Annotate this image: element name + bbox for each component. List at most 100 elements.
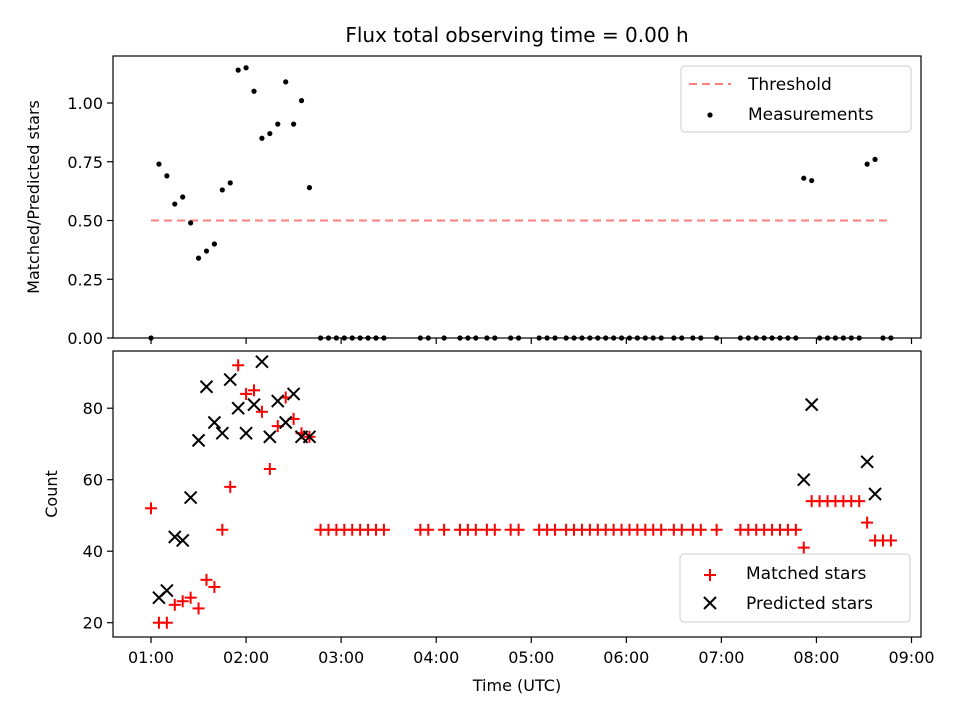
- predicted-star-point: [302, 430, 317, 444]
- top-y-tick-label: 0.50: [67, 212, 103, 231]
- bottom-legend: Matched stars Predicted stars: [679, 553, 911, 623]
- matched-star-point: [675, 523, 688, 536]
- top-panel: Flux total observing time = 0.00 h 0.000…: [24, 23, 922, 348]
- predicted-star-point: [255, 355, 269, 369]
- bottom-axes-frame: [112, 350, 922, 638]
- matched-star-point: [176, 595, 189, 608]
- bottom-legend-box: [679, 553, 911, 623]
- matched-star-point: [469, 523, 482, 536]
- matched-star-point: [184, 591, 197, 604]
- measurement-point: [219, 187, 225, 193]
- bottom-y-tick-label: 60: [83, 471, 103, 490]
- measurement-point: [259, 135, 265, 141]
- top-legend-box: [680, 65, 912, 133]
- matched-star-point: [200, 573, 213, 586]
- matched-star-point: [192, 602, 205, 615]
- measurement-point: [195, 255, 202, 261]
- matched-star-point: [789, 523, 802, 536]
- measurement-point: [203, 248, 210, 254]
- bottom-x-tick-label: 08:00: [793, 648, 839, 667]
- predicted-star-point: [239, 426, 253, 440]
- legend-predicted-label: Predicted stars: [746, 594, 873, 614]
- legend-threshold-label: Threshold: [747, 75, 832, 95]
- measurement-point: [291, 121, 297, 127]
- measurement-point: [872, 156, 878, 162]
- matched-star-point: [797, 541, 810, 554]
- matched-star-point: [377, 523, 390, 536]
- bottom-y-axis-label: Count: [42, 470, 61, 518]
- matched-star-point: [160, 616, 173, 629]
- predicted-star-point: [271, 394, 285, 408]
- predicted-star-point: [263, 430, 277, 444]
- measurement-point: [164, 173, 170, 179]
- top-ticks: 0.00 0.25 0.50 0.75 1.00: [67, 94, 913, 348]
- matched-star-point: [853, 495, 866, 508]
- measurement-point: [235, 67, 241, 73]
- bottom-y-tick-label: 40: [83, 542, 103, 561]
- matched-star-point: [512, 523, 525, 536]
- matched-star-point: [488, 523, 501, 536]
- predicted-star-point: [804, 397, 819, 412]
- matched-star-point: [255, 405, 268, 418]
- bottom-panel: 20 40 60 80 01:00 02:00 03:00 04:00 05:00 06:00 07…: [42, 350, 935, 695]
- legend-matched-swatch: [704, 569, 716, 581]
- measurement-point: [809, 177, 815, 184]
- measurement-point: [251, 88, 257, 94]
- predicted-star-point: [199, 380, 214, 394]
- matched-star-point: [884, 534, 897, 547]
- measurement-point: [227, 180, 233, 186]
- measurement-point: [188, 220, 194, 226]
- bottom-x-tick-label: 03:00: [318, 648, 364, 667]
- predicted-star-point: [286, 387, 301, 401]
- matched-star-point: [145, 502, 158, 515]
- matched-star-point: [422, 523, 435, 536]
- predicted-star-point: [168, 530, 182, 544]
- matched-star-point: [240, 387, 253, 400]
- matched-stars-layer: [145, 359, 897, 629]
- matched-star-point: [694, 523, 707, 536]
- top-axes-frame: [112, 55, 922, 339]
- matched-star-point: [438, 523, 451, 536]
- matched-star-point: [710, 523, 723, 536]
- bottom-x-tick-label: 09:00: [888, 648, 934, 667]
- bottom-x-tick-label: 05:00: [508, 648, 554, 667]
- bottom-x-tick-label: 02:00: [223, 648, 269, 667]
- measurement-point: [283, 79, 289, 85]
- legend-measurements-label: Measurements: [748, 105, 874, 125]
- top-y-tick-label: 0.25: [67, 270, 103, 289]
- measurement-point: [864, 161, 870, 167]
- measurement-point: [211, 241, 217, 247]
- measurement-point: [267, 130, 273, 137]
- matched-star-point: [232, 359, 245, 372]
- top-y-tick-label: 1.00: [67, 94, 103, 113]
- predicted-star-point: [191, 433, 206, 448]
- matched-star-point: [208, 580, 221, 593]
- predicted-star-point: [207, 415, 222, 430]
- bottom-y-tick-label: 80: [83, 399, 103, 418]
- matched-star-point: [263, 462, 276, 475]
- legend-measurements-swatch: [707, 112, 713, 118]
- measurement-point: [156, 161, 162, 167]
- measurement-point: [243, 65, 249, 71]
- legend-predicted-swatch: [703, 596, 717, 610]
- predicted-star-point: [176, 533, 190, 548]
- matched-star-point: [168, 598, 181, 611]
- matched-star-point: [224, 480, 237, 493]
- predicted-star-point: [278, 415, 293, 430]
- predicted-star-point: [215, 426, 230, 440]
- matched-star-point: [248, 384, 261, 397]
- bottom-ticks: 20 40 60 80 01:00 02:00 03:00 04:00 05:00 06:00 07…: [83, 399, 935, 667]
- predicted-star-point: [183, 490, 198, 505]
- bottom-x-tick-label: 06:00: [603, 648, 649, 667]
- predicted-star-point: [223, 372, 237, 387]
- measurement-point: [298, 98, 305, 104]
- measurement-point: [306, 185, 313, 191]
- measurement-point: [801, 175, 807, 181]
- matched-star-point: [549, 523, 562, 536]
- legend-matched-label: Matched stars: [746, 564, 866, 584]
- matched-star-point: [861, 516, 874, 529]
- bottom-y-tick-label: 20: [83, 614, 103, 633]
- measurement-point: [275, 121, 281, 127]
- predicted-star-point: [247, 397, 261, 412]
